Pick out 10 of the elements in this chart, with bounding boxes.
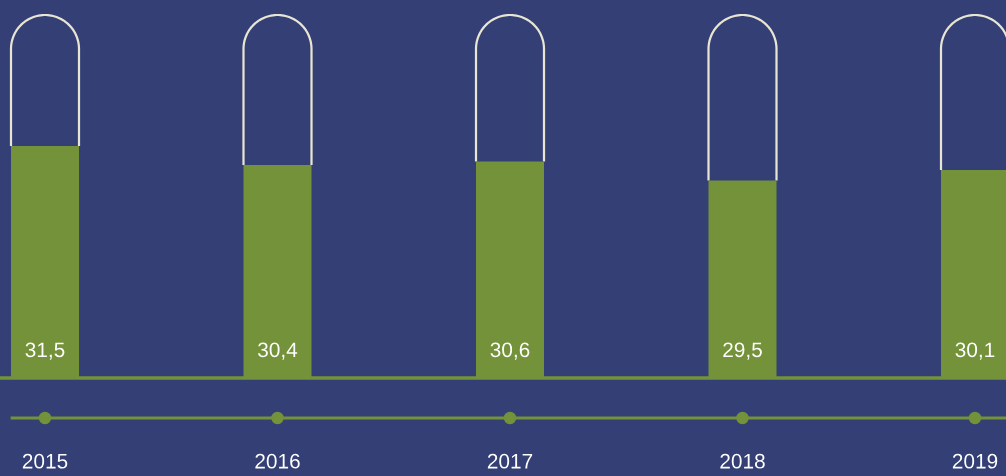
x-tick-label: 2018 (720, 453, 765, 469)
x-tick-label: 2019 (952, 453, 998, 469)
data-label: 30,1 (955, 342, 995, 360)
data-label: 29,5 (723, 342, 762, 360)
x-tick-label: 2017 (487, 453, 533, 469)
x-tick-label: 2015 (22, 453, 68, 469)
data-label: 30,4 (258, 342, 298, 360)
x-tick-label: 2016 (255, 453, 300, 469)
data-label: 31,5 (25, 342, 65, 360)
data-label: 30,6 (490, 342, 530, 360)
